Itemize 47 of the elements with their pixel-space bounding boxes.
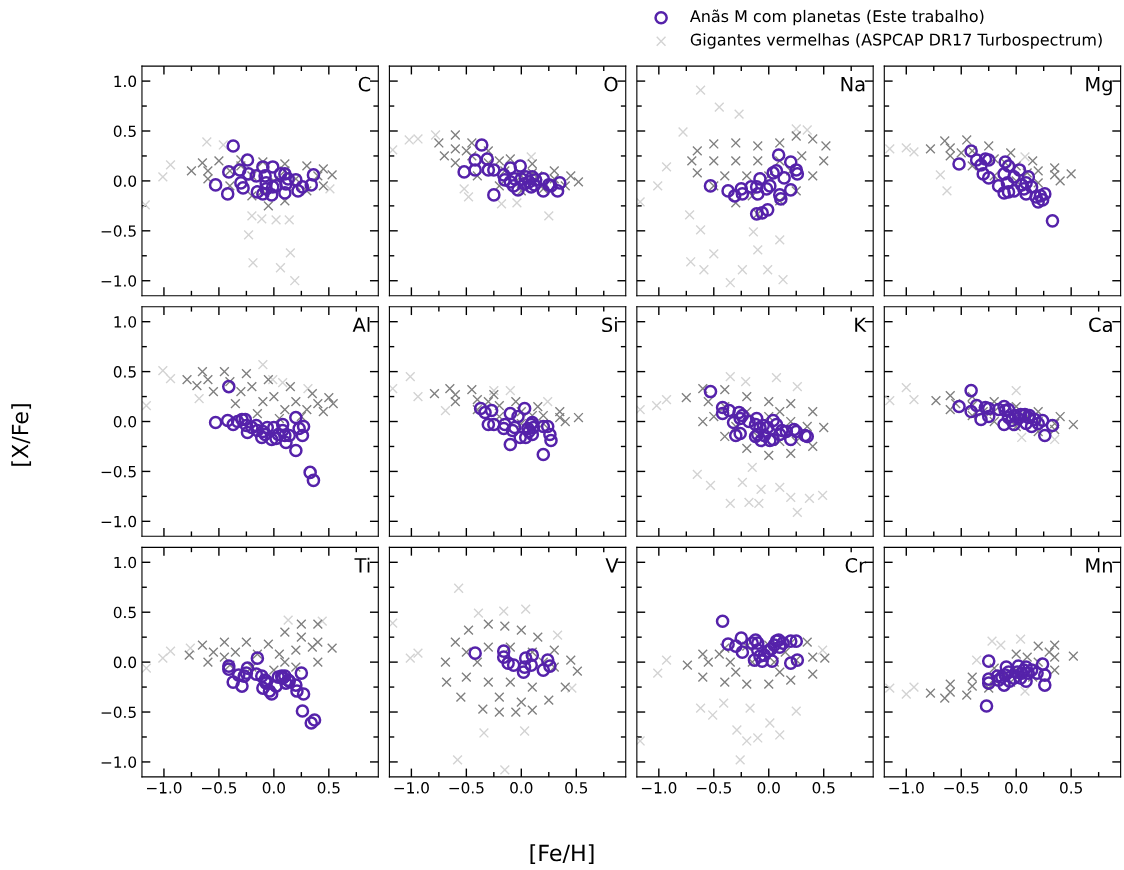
x-tick-label: −0.5 xyxy=(696,782,732,794)
x-tick-label: 0.0 xyxy=(757,782,780,794)
chart-title: V xyxy=(605,558,619,573)
chart-title: C xyxy=(358,76,371,92)
x-tick-label: −0.5 xyxy=(944,782,979,794)
x-tick-label: 0.0 xyxy=(262,782,285,794)
x-tick-label: −1.0 xyxy=(394,782,429,794)
x-tick-label: −1.0 xyxy=(641,782,677,794)
legend-label: Anãs M com planetas (Este trabalho) xyxy=(689,9,984,26)
chart-title: Mn xyxy=(1086,558,1112,573)
x-tick-label: −1.0 xyxy=(147,782,182,794)
y-tick-label: −1.0 xyxy=(101,275,137,287)
y-tick-label: 0.0 xyxy=(113,415,137,428)
x-tick-label: −1.0 xyxy=(889,782,924,794)
chart-title: Ti xyxy=(354,557,370,573)
y-tick-label: −0.5 xyxy=(101,225,136,237)
chart-title: Si xyxy=(602,317,617,333)
chart-title: Al xyxy=(352,317,370,332)
chart-title: O xyxy=(604,76,618,92)
y-tick-label: 1.0 xyxy=(114,75,137,88)
y-axis-title: [X/Fe] xyxy=(11,404,32,466)
x-tick-label: 0.5 xyxy=(565,782,588,794)
chart-title: K xyxy=(855,317,867,332)
legend-label: Gigantes vermelhas (ASPCAP DR17 Turbospectrum) xyxy=(690,33,1102,49)
x-tick-label: 0.5 xyxy=(317,782,340,794)
y-tick-label: 1.0 xyxy=(114,556,137,569)
x-tick-label: 0.5 xyxy=(812,782,835,794)
y-tick-label: 0.5 xyxy=(113,366,136,378)
x-tick-label: −0.5 xyxy=(449,782,484,794)
x-tick-label: 0.0 xyxy=(510,782,533,794)
x-tick-label: 0.0 xyxy=(1005,782,1028,794)
y-tick-label: −1.0 xyxy=(101,756,137,768)
y-tick-label: 1.0 xyxy=(114,316,137,328)
y-tick-label: 0.0 xyxy=(113,175,137,187)
y-tick-label: −0.5 xyxy=(101,706,136,719)
text: Mg xyxy=(1086,77,1112,96)
x-tick-label: −0.5 xyxy=(201,782,237,794)
chart-title: Na xyxy=(841,77,865,92)
chart-title: Cr xyxy=(845,558,867,573)
chart-title: Ca xyxy=(1089,317,1112,333)
y-tick-label: 0.0 xyxy=(113,656,137,669)
x-tick-label: 0.5 xyxy=(1060,782,1082,794)
x-axis-title: [Fe/H] xyxy=(530,844,594,864)
y-tick-label: 0.5 xyxy=(113,125,136,138)
y-tick-label: −0.5 xyxy=(101,465,136,478)
y-tick-label: −1.0 xyxy=(101,515,137,528)
y-tick-label: 0.5 xyxy=(113,606,136,619)
